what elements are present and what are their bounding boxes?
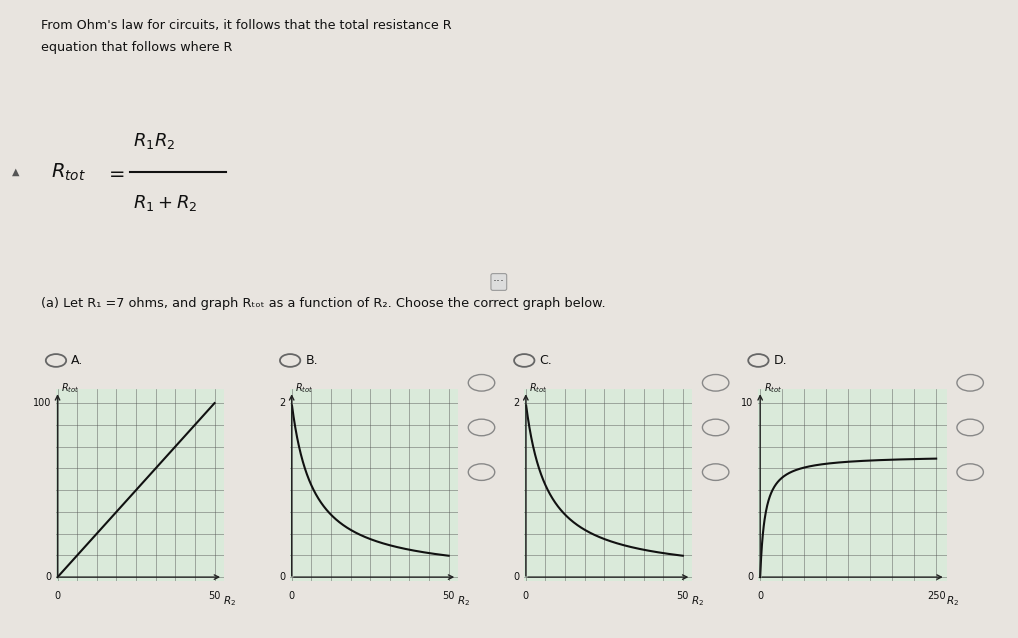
Text: 0: 0 [45,572,51,582]
Text: $R_{tot}$: $R_{tot}$ [529,382,548,396]
Text: equation that follows where R: equation that follows where R [41,41,232,54]
Text: $R_2$: $R_2$ [946,595,959,608]
Text: $R_2$: $R_2$ [457,595,470,608]
Text: $R_{tot}$: $R_{tot}$ [764,382,782,396]
Text: 10: 10 [741,398,753,408]
Text: $R_2$: $R_2$ [691,595,704,608]
Text: $R_{tot}$: $R_{tot}$ [51,161,87,183]
Text: 0: 0 [747,572,753,582]
Text: 2: 2 [279,398,285,408]
Text: 0: 0 [55,591,61,601]
Text: 100: 100 [33,398,51,408]
Text: $R_1R_2$: $R_1R_2$ [133,131,176,151]
Text: $=$: $=$ [105,163,125,182]
Text: From Ohm's law for circuits, it follows that the total resistance R: From Ohm's law for circuits, it follows … [41,19,451,32]
Text: (a) Let R₁ =7 ohms, and graph Rₜₒₜ as a function of R₂. Choose the correct graph: (a) Let R₁ =7 ohms, and graph Rₜₒₜ as a … [41,297,606,309]
Text: ▲: ▲ [12,167,19,177]
Text: ···: ··· [493,276,505,288]
Text: 0: 0 [289,591,295,601]
Text: $R_{tot}$: $R_{tot}$ [61,382,79,396]
Text: D.: D. [774,354,787,367]
Text: 50: 50 [677,591,689,601]
Text: 0: 0 [279,572,285,582]
Text: $R_2$: $R_2$ [223,595,236,608]
Text: 0: 0 [757,591,764,601]
Text: C.: C. [540,354,553,367]
Text: 50: 50 [443,591,455,601]
Text: B.: B. [305,354,318,367]
Text: 2: 2 [513,398,519,408]
Text: 250: 250 [926,591,946,601]
Text: 50: 50 [209,591,221,601]
Text: 0: 0 [523,591,529,601]
Text: A.: A. [71,354,83,367]
Text: 0: 0 [513,572,519,582]
Text: $R_{tot}$: $R_{tot}$ [295,382,314,396]
Text: $R_1 + R_2$: $R_1 + R_2$ [133,193,197,213]
